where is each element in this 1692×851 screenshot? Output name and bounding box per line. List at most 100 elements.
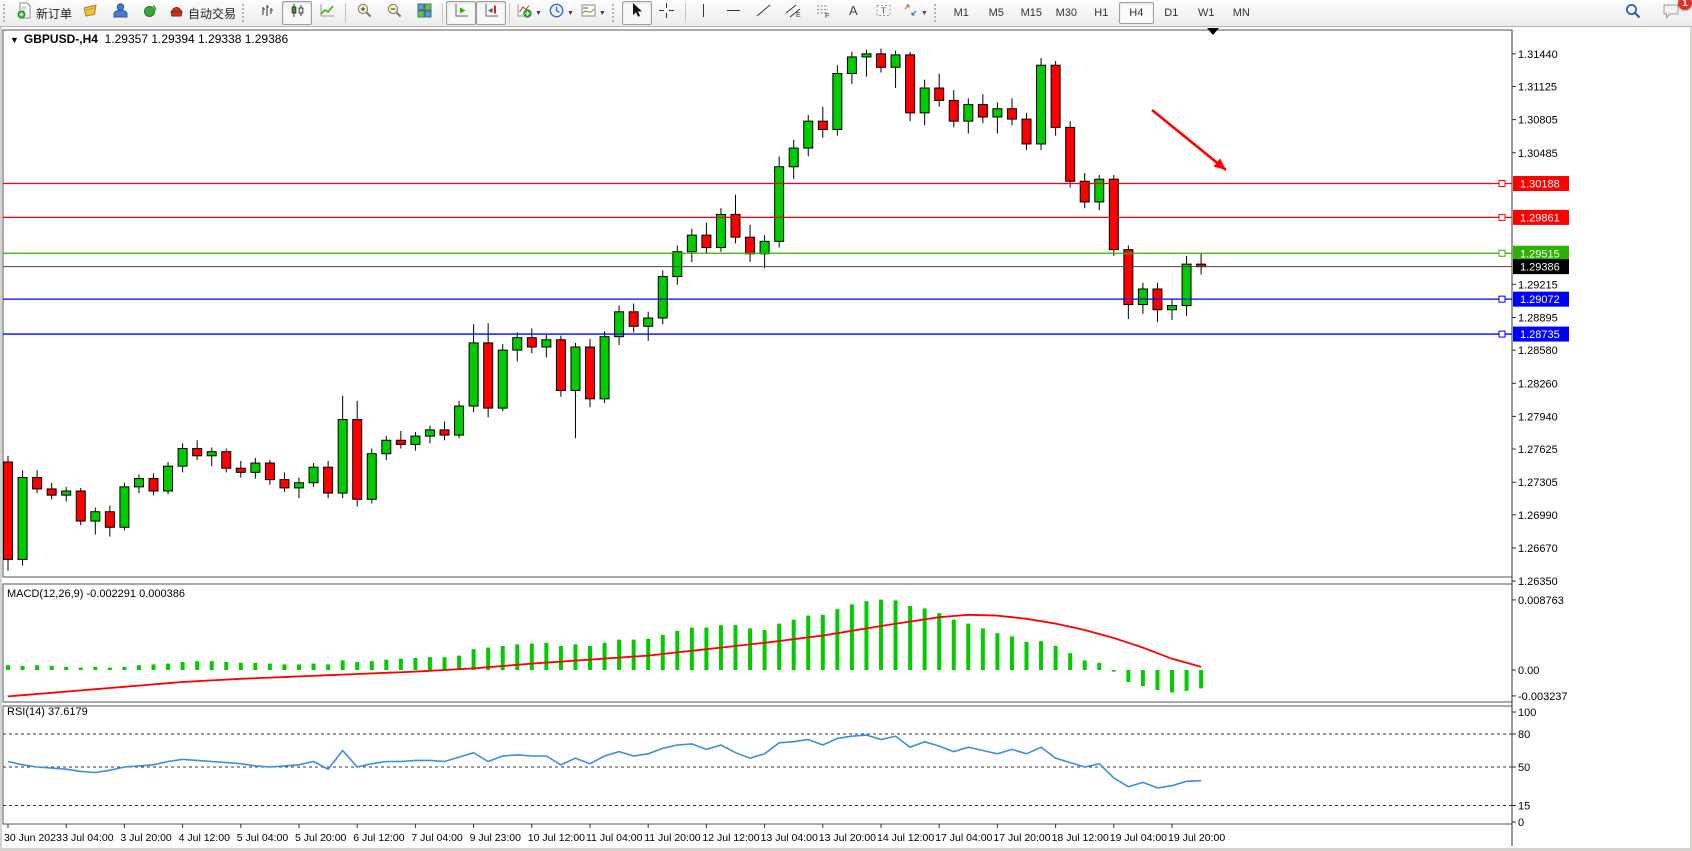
bear-candle [628, 311, 639, 327]
bull-candle [497, 349, 508, 409]
new-order-button[interactable]: 新订单 [13, 1, 75, 25]
bar-chart-button[interactable] [252, 1, 282, 25]
tile-windows-button[interactable] [409, 1, 439, 25]
signals-button[interactable] [135, 1, 165, 25]
macd-bar [922, 608, 927, 670]
bull-candle [541, 339, 552, 348]
macd-bar [1068, 653, 1073, 670]
bull-candle [803, 120, 814, 149]
toolbar-grip[interactable] [611, 4, 619, 22]
hline-price-flag [1513, 176, 1569, 192]
bull-candle [1167, 305, 1177, 311]
line-chart-button[interactable] [312, 1, 342, 25]
timeframe-h1-button[interactable]: H1 [1094, 7, 1109, 19]
bear-candle [745, 236, 756, 255]
rsi-value: 37.6179 [47, 706, 88, 718]
hline-anchor[interactable] [1498, 295, 1506, 303]
price-tick-label: 1.26350 [1518, 576, 1558, 588]
vertical-line-tool-button[interactable] [689, 1, 719, 25]
time-tick-label: 5 Jul 04:00 [237, 832, 289, 844]
macd-bar [238, 662, 243, 670]
autotrading-button[interactable]: 自动交易 [165, 1, 239, 25]
trendline-tool-button[interactable] [749, 1, 779, 25]
macd-bar [78, 667, 83, 670]
macd-bar [1126, 670, 1131, 682]
macd-bar [588, 646, 592, 670]
rsi-layer [3, 733, 1512, 806]
timeframe-d1-button[interactable]: D1 [1164, 7, 1179, 19]
market-watch-button[interactable] [75, 1, 105, 25]
text-label-icon: T [875, 2, 892, 24]
search-button[interactable] [1618, 1, 1648, 25]
timeframe-m15-button[interactable]: M15 [1020, 7, 1042, 19]
periods-button[interactable]: ▼ [545, 1, 577, 25]
bid-price-flag [1513, 259, 1569, 275]
rsi-pane[interactable] [2, 705, 1513, 825]
bull-candle [61, 490, 72, 496]
arrow-object[interactable] [1151, 108, 1227, 172]
timeframe-w1-button[interactable]: W1 [1198, 7, 1215, 19]
community-button[interactable] [105, 1, 135, 25]
chart-shift-button[interactable] [476, 1, 507, 25]
time-tick-label: 17 Jul 20:00 [993, 832, 1050, 844]
candlestick-chart-button[interactable] [282, 1, 313, 25]
timeframe-m5-button[interactable]: M5 [988, 7, 1004, 19]
zoom-out-button[interactable] [379, 1, 409, 25]
price-pane[interactable] [2, 29, 1513, 578]
bear-candle [323, 466, 334, 494]
crosshair-icon [658, 2, 675, 24]
chart-symbol-title: GBPUSD-,H4 [23, 32, 98, 46]
macd-bar [835, 609, 840, 670]
hline-anchor[interactable] [1498, 249, 1506, 257]
timeframe-m30-button[interactable]: M30 [1055, 7, 1077, 19]
hline-anchor[interactable] [1498, 330, 1506, 338]
arrows-tool-button[interactable]: ▼ [899, 1, 931, 25]
zoom-in-button[interactable] [349, 1, 379, 25]
hline-anchor[interactable] [1498, 180, 1506, 188]
macd-bar [1097, 662, 1102, 670]
chart-expand-icon[interactable]: ▼ [10, 35, 19, 45]
bull-candle [1181, 263, 1192, 307]
community-chat-button[interactable]: 1 [1656, 0, 1692, 25]
cursor-tool-button[interactable] [621, 1, 652, 25]
timeframe-m1-button[interactable]: M1 [953, 7, 969, 19]
bear-candle [555, 339, 566, 392]
bull-candle [919, 87, 930, 114]
macd-bar [486, 647, 491, 670]
price-tick-label: 1.28580 [1518, 345, 1558, 357]
macd-bar [311, 663, 316, 670]
hline-anchor[interactable] [1498, 213, 1506, 221]
macd-tick-label: 0.00 [1518, 665, 1539, 677]
equidistant-channel-icon: E [785, 2, 802, 24]
bear-candle [352, 419, 363, 500]
object-anchor-marker[interactable] [1207, 28, 1219, 35]
dropdown-arrow-icon: ▼ [535, 9, 542, 17]
macd-bar [1155, 670, 1160, 690]
hline-price-text: 1.29072 [1520, 294, 1560, 306]
rsi-line [7, 734, 1202, 789]
toolbar-grip[interactable] [933, 4, 941, 22]
auto-scroll-icon [453, 2, 470, 24]
bear-candle [75, 490, 86, 522]
time-tick-label: 3 Jul 20:00 [120, 832, 172, 844]
time-axis[interactable]: 30 Jun 2023 3 Jul 04:00 3 Jul 20:00 4 Jul 1… [4, 824, 1225, 844]
templates-button[interactable]: ▼ [577, 1, 609, 25]
text-label-tool-button[interactable]: T [869, 1, 899, 25]
bull-candle [294, 482, 304, 489]
timeframe-h4-button[interactable]: H4 [1118, 2, 1154, 24]
tile-windows-icon [416, 2, 433, 24]
timeframe-mn-button[interactable]: MN [1232, 7, 1250, 19]
channel-tool-button[interactable]: E [779, 1, 809, 25]
bull-candle [992, 108, 1003, 118]
text-tool-button[interactable]: A [839, 1, 869, 25]
crosshair-tool-button[interactable] [652, 1, 682, 25]
fibonacci-tool-button[interactable]: F [809, 1, 839, 25]
indicators-button[interactable]: ▼ [513, 1, 545, 25]
toolbar-grip[interactable] [3, 4, 10, 22]
auto-scroll-button[interactable] [446, 1, 477, 25]
horizontal-line-tool-button[interactable] [719, 1, 749, 25]
bull-candle [599, 336, 610, 400]
toolbar-grip[interactable] [242, 4, 249, 22]
bear-candle [439, 429, 450, 436]
